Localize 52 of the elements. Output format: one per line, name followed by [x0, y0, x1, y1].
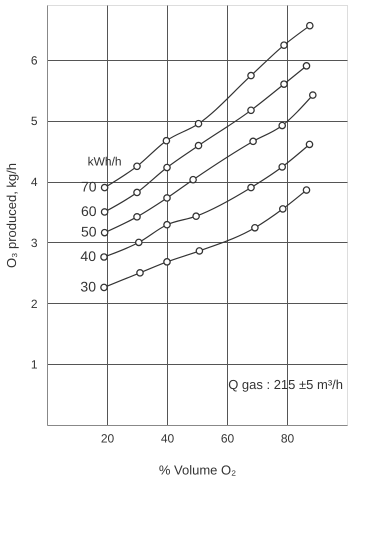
point [278, 163, 286, 171]
x-tick-label: 80 [280, 432, 294, 446]
x-tick-label: 40 [160, 432, 174, 446]
point [278, 205, 287, 213]
point [280, 41, 288, 49]
point [247, 184, 255, 192]
x-tick-label: 60 [220, 432, 234, 446]
point [100, 284, 108, 292]
point [133, 162, 141, 170]
series-label: 70 [81, 178, 97, 195]
point [278, 122, 286, 130]
point [194, 120, 202, 128]
y-tick-label: 6 [30, 53, 38, 68]
point [302, 186, 310, 194]
y-tick-label: 4 [30, 175, 38, 190]
y-axis-title: O₃ produced, kg/h [4, 162, 19, 268]
point [134, 238, 143, 246]
series-label: 50 [81, 224, 97, 240]
point [100, 184, 108, 192]
point [302, 62, 310, 70]
point [163, 258, 171, 266]
point [196, 247, 204, 255]
point [163, 220, 171, 229]
point [249, 138, 257, 146]
point [100, 228, 108, 236]
point [251, 224, 259, 232]
point [100, 208, 108, 216]
point [100, 253, 108, 261]
point [306, 22, 314, 30]
y-tick-label: 2 [30, 296, 38, 311]
series-label: 40 [80, 248, 96, 264]
y-tick-label: 3 [30, 236, 38, 250]
point [247, 106, 255, 114]
series-label: 30 [80, 278, 96, 294]
point [136, 269, 144, 277]
point [192, 212, 200, 220]
point [163, 164, 171, 172]
point [194, 142, 202, 150]
y-tick-label: 5 [30, 114, 38, 128]
point [162, 136, 170, 145]
point [189, 176, 197, 184]
point [163, 194, 171, 202]
point [133, 188, 141, 196]
x-axis-title: % Volume O₂ [158, 462, 236, 478]
point [247, 72, 255, 80]
series-label: 60 [81, 202, 97, 219]
point [306, 140, 314, 148]
x-tick-label: 20 [100, 432, 114, 446]
point [133, 213, 141, 221]
point [280, 80, 288, 88]
y-tick-label: 1 [30, 358, 38, 372]
point [308, 91, 317, 99]
